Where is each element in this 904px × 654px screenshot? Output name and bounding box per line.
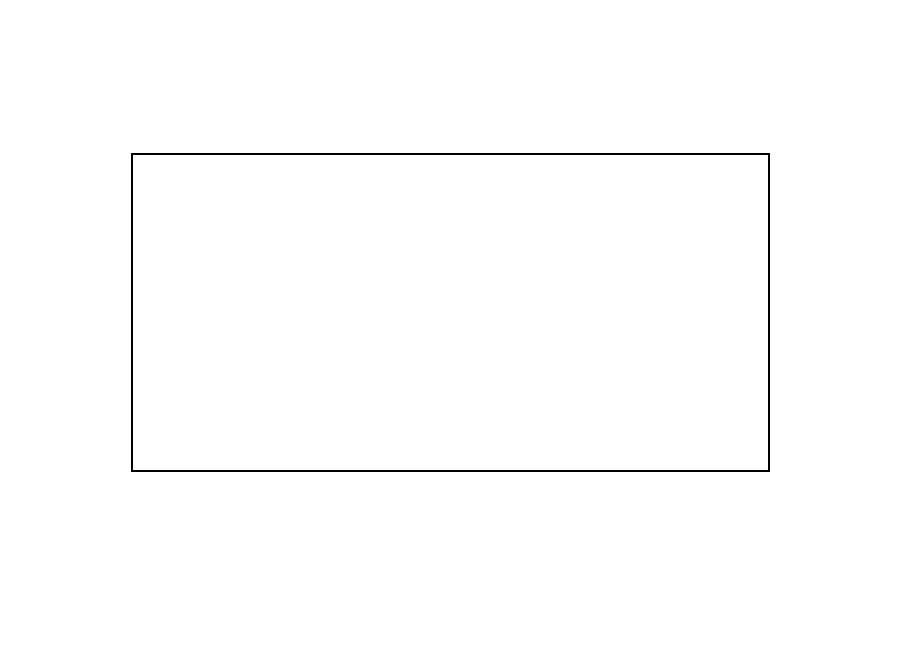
colorbar <box>783 205 811 517</box>
contour-field-canvas <box>131 153 770 472</box>
